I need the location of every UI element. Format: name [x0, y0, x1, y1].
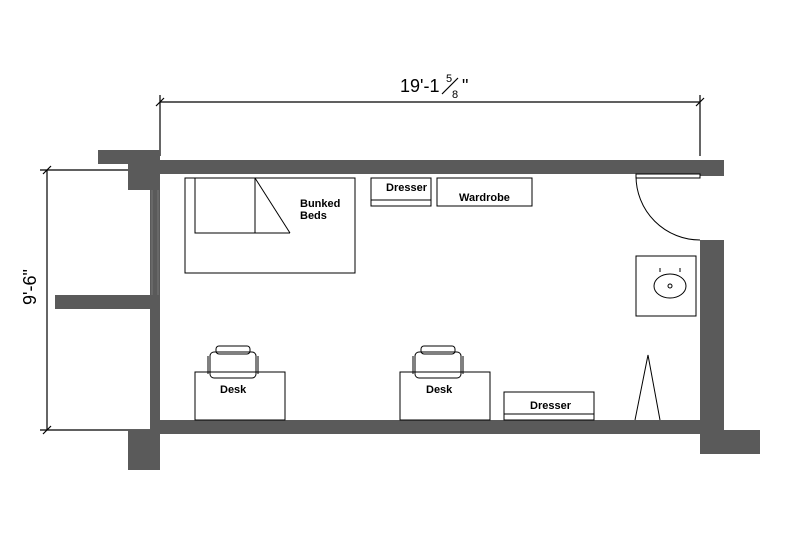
dimension-top: [156, 95, 704, 156]
svg-text:8: 8: [452, 89, 458, 101]
label-desk-right: Desk: [426, 384, 453, 396]
wall-top: [160, 160, 718, 174]
wall-left-fin-top: [98, 150, 128, 164]
dimension-left-text: 9'-6": [20, 269, 40, 305]
label-wardrobe: Wardrobe: [459, 192, 510, 204]
wall-right-upper: [700, 160, 724, 176]
wall-left-stub-mid: [55, 295, 160, 309]
wall-left-stub-bottom: [128, 430, 160, 470]
chair-left: [208, 346, 258, 378]
door: [636, 174, 700, 240]
desk-left: [195, 372, 285, 420]
sink-vanity: [636, 256, 696, 316]
closet-triangle: [635, 355, 660, 420]
label-dresser-bottom: Dresser: [530, 400, 572, 412]
svg-text:": ": [462, 76, 468, 96]
wall-bottom: [160, 420, 718, 434]
desk-right: [400, 372, 490, 420]
chair-right: [413, 346, 463, 378]
label-bunked-beds: Bunked Beds: [300, 198, 343, 222]
bunked-beds: [185, 178, 355, 273]
wall-left-lower: [150, 306, 160, 434]
dimension-top-text: 19'-1: [400, 76, 439, 96]
svg-text:5: 5: [446, 73, 452, 85]
dimension-top-fraction: 5 8 ": [442, 73, 468, 101]
label-dresser-top: Dresser: [386, 182, 428, 194]
wall-right-lower: [700, 240, 724, 454]
label-desk-left: Desk: [220, 384, 247, 396]
